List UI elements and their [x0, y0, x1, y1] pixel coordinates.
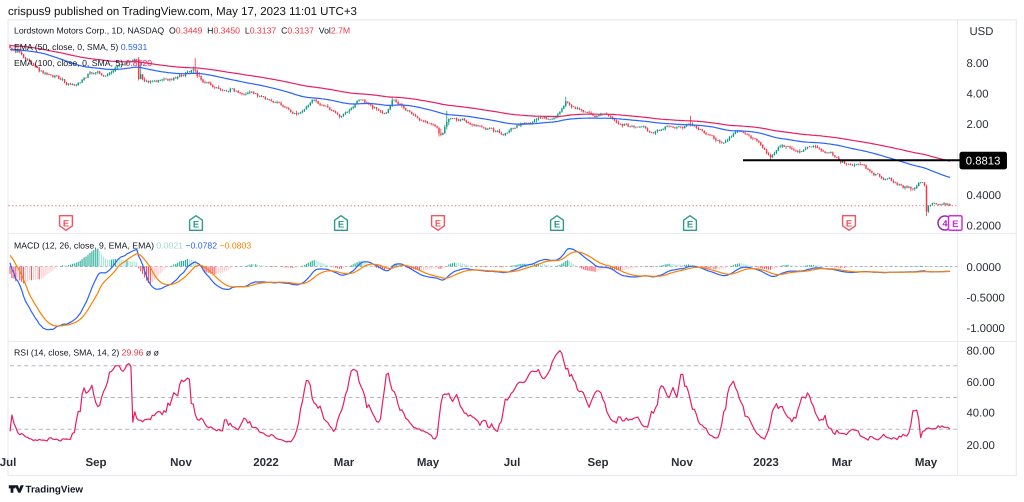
svg-text:0.8813: 0.8813 — [966, 156, 1001, 168]
svg-text:Jul: Jul — [504, 457, 521, 469]
svg-text:-0.5000: -0.5000 — [967, 293, 1005, 305]
svg-text:0.4000: 0.4000 — [967, 190, 1002, 202]
svg-text:MACD (12, 26, close, 9, EMA, E: MACD (12, 26, close, 9, EMA, EMA) 0.0021… — [14, 241, 251, 251]
svg-text:crispus9 published on TradingV: crispus9 published on TradingView.com, M… — [8, 6, 357, 18]
svg-text:Nov: Nov — [671, 457, 693, 469]
svg-text:May: May — [417, 457, 440, 469]
svg-text:Mar: Mar — [832, 457, 853, 469]
svg-text:Lordstown Motors Corp., 1D, NA: Lordstown Motors Corp., 1D, NASDAQ O0.34… — [14, 26, 350, 36]
svg-text:E: E — [193, 220, 199, 231]
svg-text:2.00: 2.00 — [967, 119, 989, 131]
svg-text:EMA (50, close, 0, SMA, 5) 0.: EMA (50, close, 0, SMA, 5) 0.5931 — [14, 42, 147, 52]
svg-text:Jul: Jul — [0, 457, 16, 469]
svg-text:E: E — [554, 220, 560, 231]
svg-text:E: E — [687, 220, 693, 231]
svg-text:0.2000: 0.2000 — [967, 220, 1002, 232]
svg-text:E: E — [952, 219, 958, 230]
svg-text:8.00: 8.00 — [967, 58, 989, 70]
svg-text:May: May — [915, 457, 938, 469]
svg-text:4: 4 — [942, 219, 947, 229]
svg-text:0.0000: 0.0000 — [967, 262, 1002, 274]
svg-text:40.00: 40.00 — [967, 408, 995, 420]
svg-text:20.00: 20.00 — [967, 440, 995, 452]
svg-text:Nov: Nov — [170, 457, 192, 469]
svg-text:Sep: Sep — [85, 457, 106, 469]
svg-text:Mar: Mar — [334, 457, 355, 469]
svg-text:TradingView: TradingView — [26, 484, 84, 495]
svg-text:E: E — [338, 220, 344, 231]
svg-text:2023: 2023 — [753, 457, 779, 469]
svg-text:EMA (100, close, 0, SMA, 5) 0: EMA (100, close, 0, SMA, 5) 0.8520 — [14, 58, 152, 68]
svg-text:RSI (14, close, SMA, 14, 2) 2: RSI (14, close, SMA, 14, 2) 29.96 ø ø — [14, 348, 160, 358]
svg-text:USD: USD — [970, 26, 994, 38]
svg-text:E: E — [846, 219, 852, 229]
svg-text:Sep: Sep — [587, 457, 608, 469]
svg-text:4.00: 4.00 — [967, 89, 989, 101]
svg-text:E: E — [63, 219, 69, 229]
svg-text:E: E — [435, 219, 441, 229]
svg-text:2022: 2022 — [253, 457, 279, 469]
svg-text:60.00: 60.00 — [967, 377, 995, 389]
svg-text:-1.0000: -1.0000 — [967, 323, 1005, 335]
svg-text:80.00: 80.00 — [967, 346, 995, 358]
